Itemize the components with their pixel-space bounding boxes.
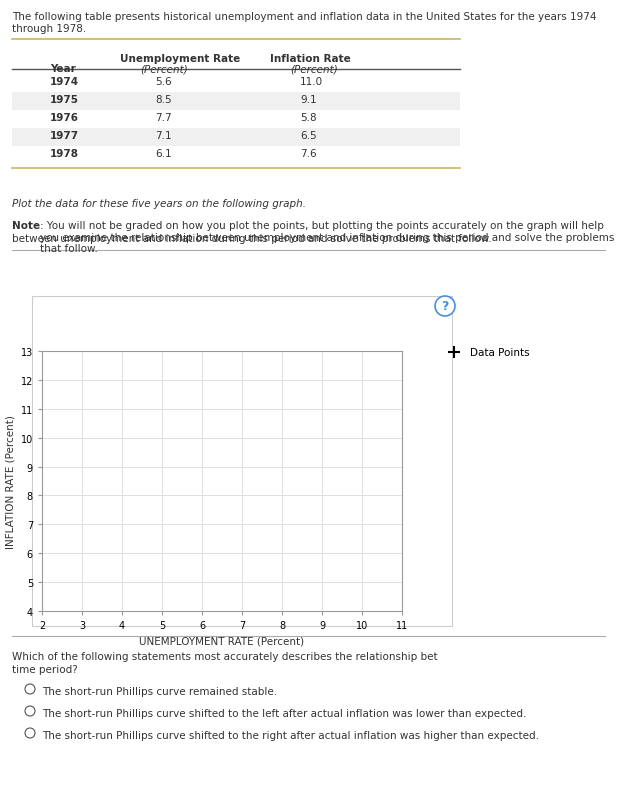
Text: The following table presents historical unemployment and inflation data in the U: The following table presents historical … [12,12,597,33]
Text: 7.7: 7.7 [155,113,172,122]
Circle shape [25,684,35,694]
Text: 1978: 1978 [50,148,79,159]
Text: The short-run Phillips curve remained stable.: The short-run Phillips curve remained st… [42,686,277,696]
Text: (Percent): (Percent) [140,64,188,74]
Text: The short-run Phillips curve shifted to the right after actual inflation was hig: The short-run Phillips curve shifted to … [42,730,539,740]
X-axis label: UNEMPLOYMENT RATE (Percent): UNEMPLOYMENT RATE (Percent) [139,636,305,646]
Text: 5.8: 5.8 [300,113,317,122]
Bar [12,129,460,147]
Text: 1975: 1975 [50,95,79,105]
Text: ?: ? [441,300,449,313]
Text: Unemployment Rate: Unemployment Rate [120,54,240,64]
Text: 6.1: 6.1 [155,148,172,159]
Text: 1977: 1977 [50,131,79,141]
Bar [12,93,460,111]
Text: 11.0: 11.0 [300,77,323,87]
Text: 7.1: 7.1 [155,131,172,141]
FancyBboxPatch shape [32,297,452,626]
Text: Year: Year [50,64,76,74]
Circle shape [25,706,35,716]
Text: Inflation Rate: Inflation Rate [270,54,350,64]
Text: (Percent): (Percent) [290,64,337,74]
Legend: Data Points: Data Points [439,344,534,362]
Text: 1976: 1976 [50,113,79,122]
Text: Which of the following statements most accurately describes the relationship bet: Which of the following statements most a… [12,651,437,661]
Text: : You will not be graded on how you plot the points, but plotting the points acc: : You will not be graded on how you plot… [40,221,615,254]
Text: time period?: time period? [12,664,78,674]
Text: between unemployment and inflation during this period and solve the problems tha: between unemployment and inflation durin… [12,234,492,243]
Text: Note: Note [12,221,40,230]
Text: 5.6: 5.6 [155,77,172,87]
Text: 9.1: 9.1 [300,95,317,105]
Text: 1974: 1974 [50,77,79,87]
Circle shape [435,297,455,316]
Circle shape [25,728,35,738]
Text: The short-run Phillips curve shifted to the left after actual inflation was lowe: The short-run Phillips curve shifted to … [42,708,526,718]
Y-axis label: INFLATION RATE (Percent): INFLATION RATE (Percent) [5,414,15,548]
Text: 7.6: 7.6 [300,148,317,159]
Text: Plot the data for these five years on the following graph.: Plot the data for these five years on th… [12,199,306,208]
Text: 8.5: 8.5 [155,95,172,105]
Text: 6.5: 6.5 [300,131,317,141]
